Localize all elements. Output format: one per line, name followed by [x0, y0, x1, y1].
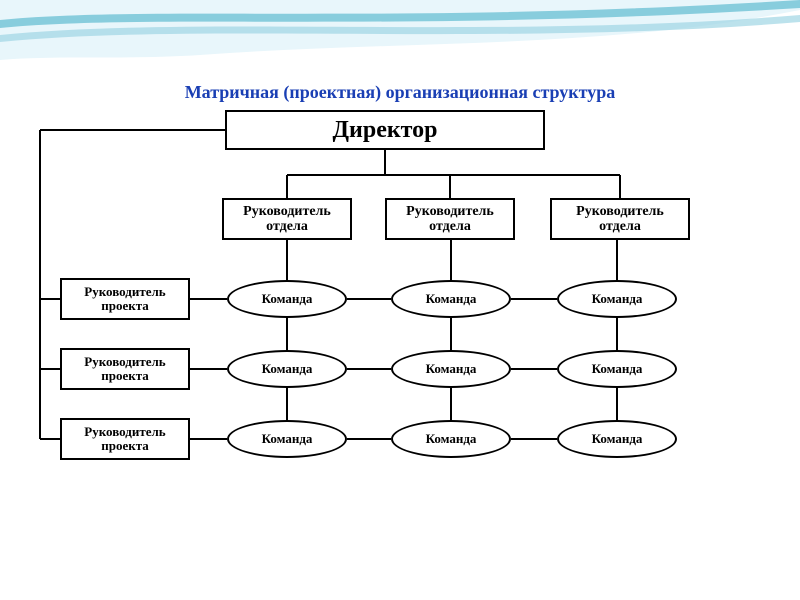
node-team: Команда — [557, 350, 677, 388]
node-team: Команда — [391, 420, 511, 458]
node-team: Команда — [227, 350, 347, 388]
node-dept-head: Руководительотдела — [385, 198, 515, 240]
node-project-head: Руководительпроекта — [60, 278, 190, 320]
node-project-head: Руководительпроекта — [60, 348, 190, 390]
node-project-head: Руководительпроекта — [60, 418, 190, 460]
node-team: Команда — [391, 280, 511, 318]
node-director: Директор — [225, 110, 545, 150]
node-dept-head: Руководительотдела — [222, 198, 352, 240]
node-team: Команда — [227, 280, 347, 318]
node-team: Команда — [391, 350, 511, 388]
node-team: Команда — [557, 280, 677, 318]
node-team: Команда — [557, 420, 677, 458]
node-dept-head: Руководительотдела — [550, 198, 690, 240]
node-team: Команда — [227, 420, 347, 458]
